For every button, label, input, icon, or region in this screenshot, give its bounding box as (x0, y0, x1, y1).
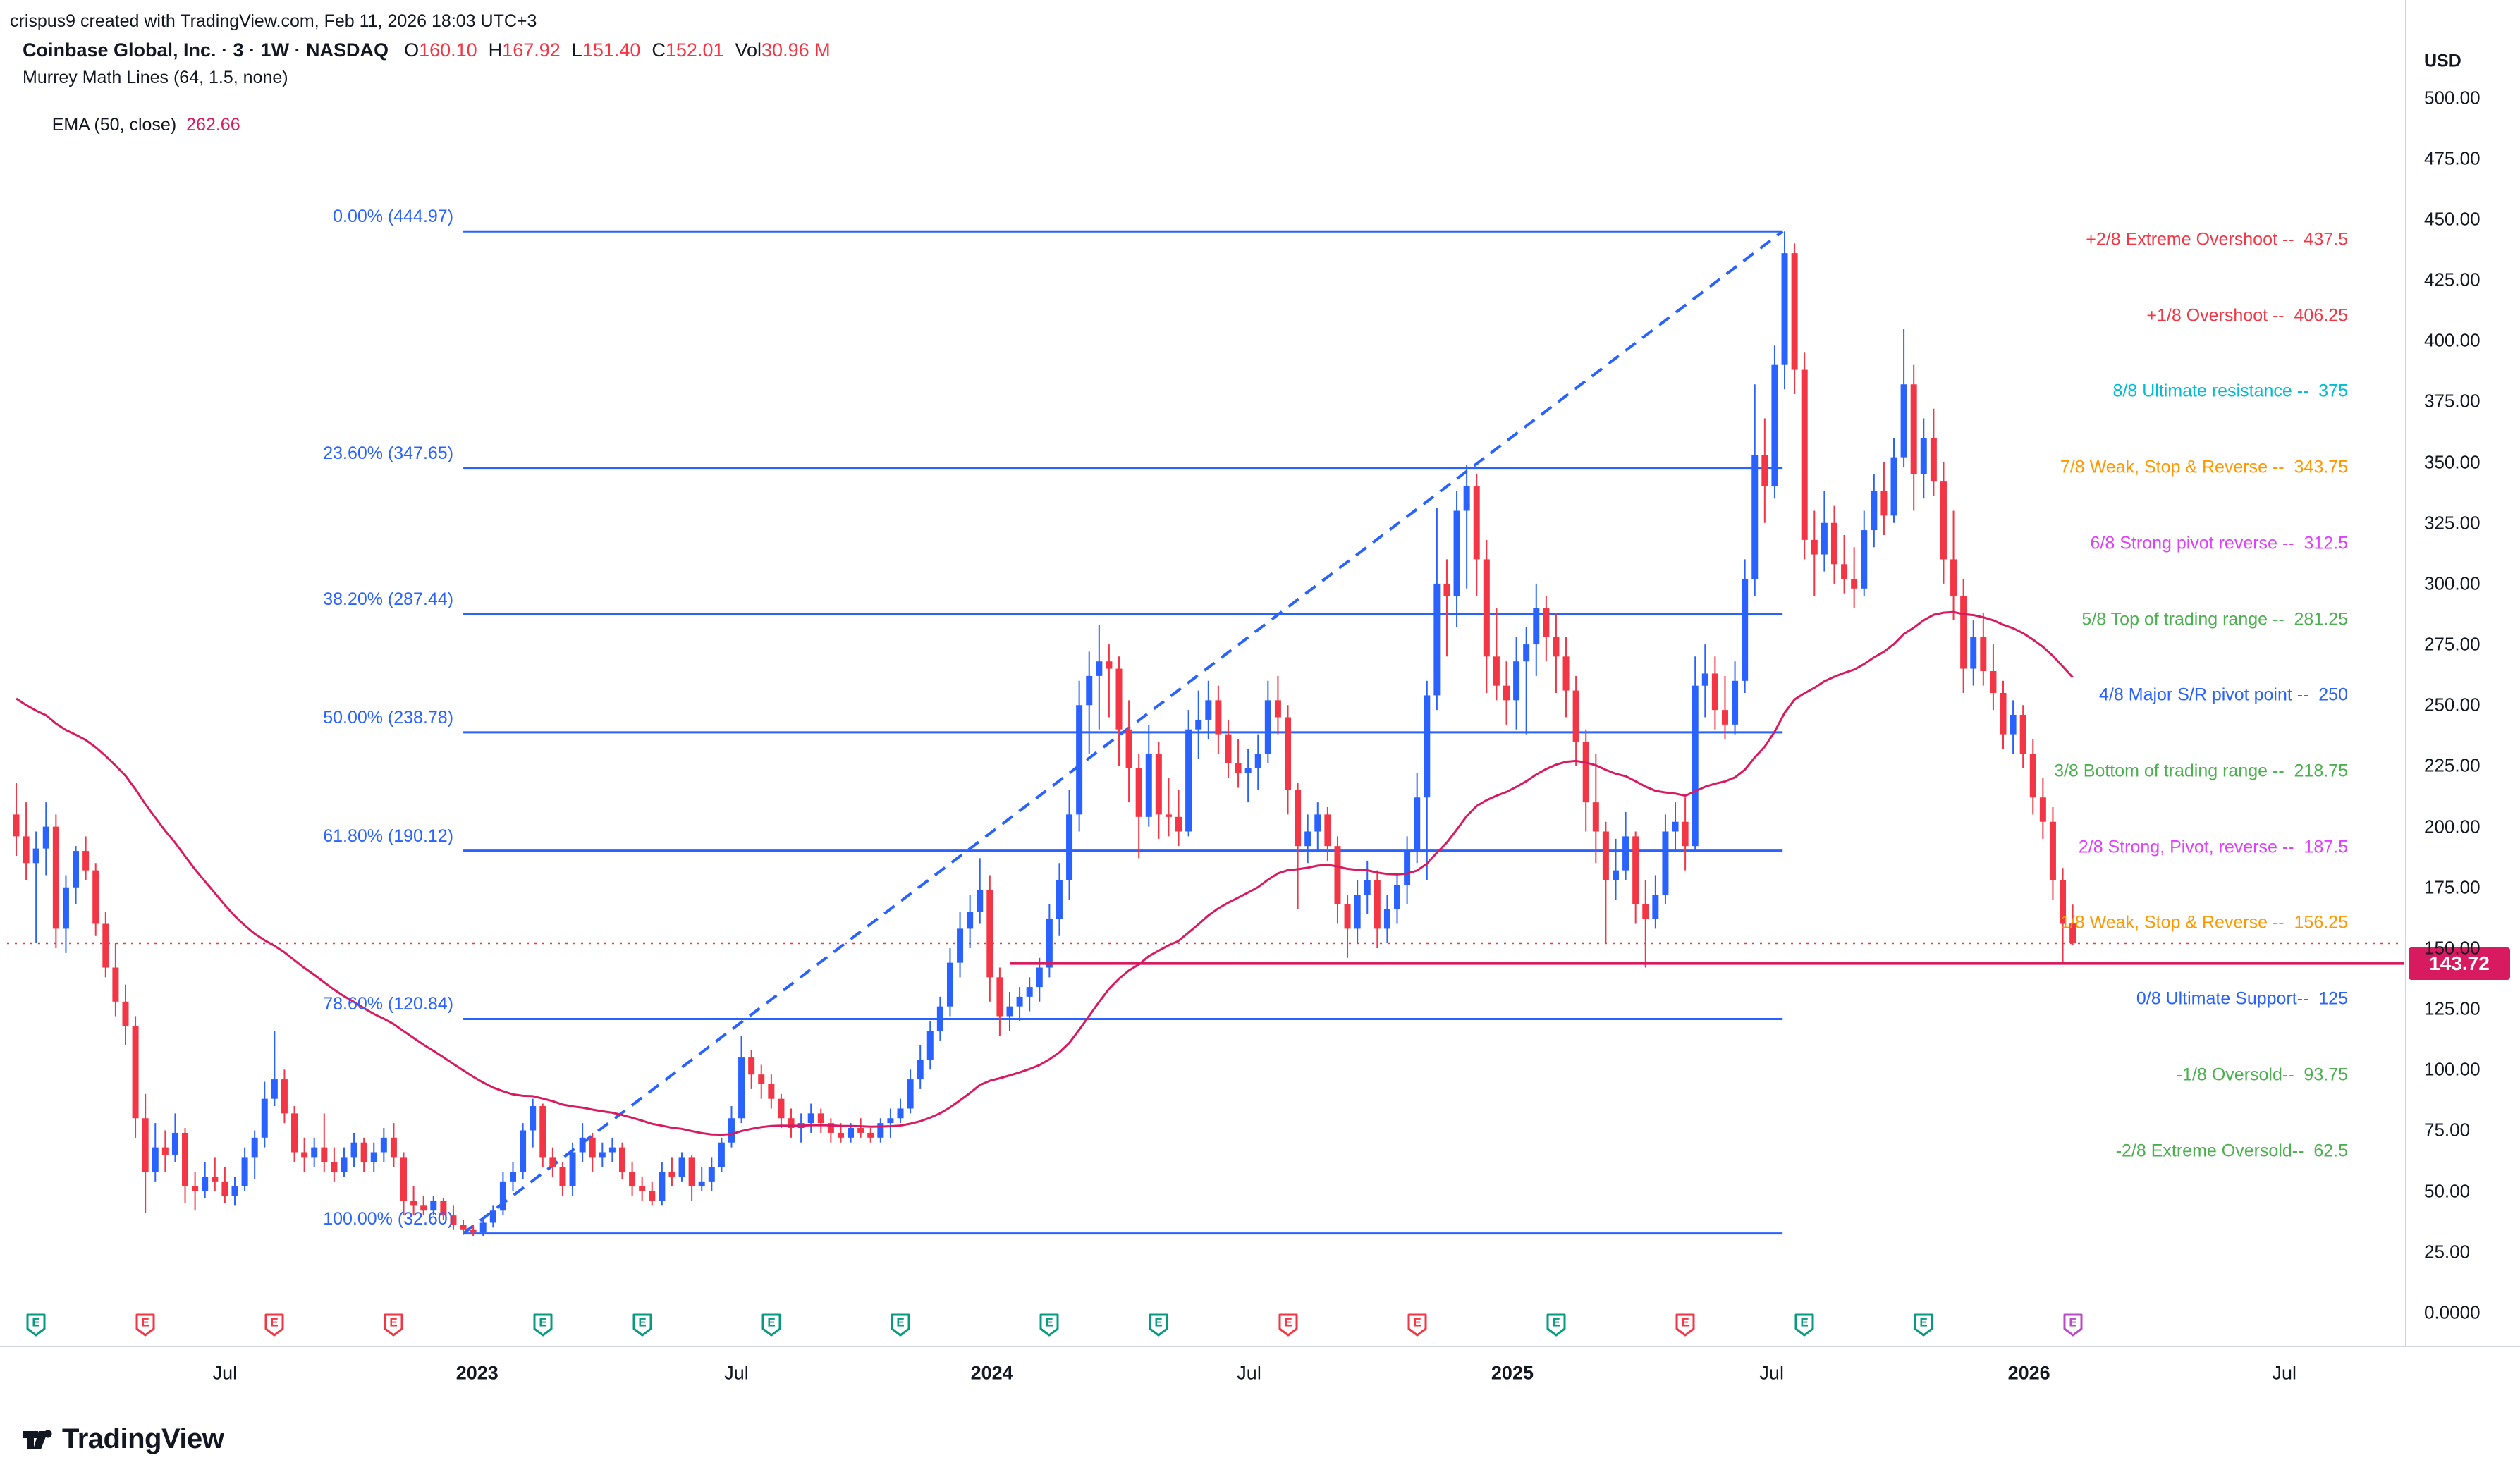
earnings-icon[interactable]: E (1039, 1313, 1060, 1337)
earnings-icon[interactable]: E (25, 1313, 47, 1337)
price-tick: 125.00 (2424, 998, 2481, 1019)
price-tick: 300.00 (2424, 572, 2481, 594)
svg-text:E: E (1801, 1316, 1809, 1330)
time-axis-label: 2023 (455, 1362, 499, 1384)
ema-value: 262.66 (186, 115, 240, 135)
svg-text:E: E (767, 1316, 775, 1330)
price-tick: 400.00 (2424, 329, 2481, 351)
currency-label: USD (2424, 51, 2461, 71)
ohlc-item: H167.92 (488, 39, 561, 61)
time-axis-label: Jul (1759, 1362, 1784, 1384)
fib-retracement-lines (463, 230, 1783, 1235)
price-line-badge[interactable]: 143.72 (2409, 947, 2510, 980)
earnings-icon[interactable]: E (383, 1313, 404, 1337)
svg-text:E: E (638, 1316, 646, 1330)
svg-text:E: E (1413, 1316, 1421, 1330)
footer-bar: TradingView (0, 1399, 2520, 1479)
ohlc-item: C152.01 (652, 39, 724, 61)
ema-line (16, 610, 2074, 1136)
price-tick: 50.00 (2424, 1180, 2471, 1202)
svg-text:E: E (2069, 1316, 2076, 1330)
price-tick: 350.00 (2424, 451, 2481, 473)
svg-text:E: E (1920, 1316, 1928, 1330)
time-axis[interactable]: Jul 2023 Jul 2024 Jul 2025 Jul 2026 Jul (0, 1346, 2520, 1399)
price-tick: 500.00 (2424, 87, 2481, 108)
ohlc-values: O160.10 H167.92 L151.40 C152.01 Vol30.96 M (404, 39, 842, 61)
ohlc-item: O160.10 (404, 39, 477, 61)
time-axis-label: Jul (1237, 1362, 1261, 1384)
price-tick: 325.00 (2424, 512, 2481, 534)
time-axis-label: Jul (2272, 1362, 2296, 1384)
price-tick: 75.00 (2424, 1119, 2471, 1141)
svg-text:E: E (390, 1316, 398, 1330)
ohlc-item: Vol30.96 M (735, 39, 831, 61)
time-axis-label: Jul (212, 1362, 238, 1384)
ema-label: EMA (50, close) (51, 115, 177, 135)
legend-symbol-row: Coinbase Global, Inc. · 3 · 1W · NASDAQ … (23, 39, 842, 61)
price-tick: 175.00 (2424, 876, 2481, 898)
earnings-icon[interactable]: E (1546, 1313, 1567, 1337)
time-axis-label: 2025 (1491, 1362, 1534, 1384)
svg-text:E: E (1681, 1316, 1689, 1330)
earnings-icon[interactable]: E (1278, 1313, 1299, 1337)
tradingview-wordmark[interactable]: TradingView (62, 1423, 224, 1454)
price-tick: 375.00 (2424, 390, 2481, 412)
price-axis[interactable]: USD 143.72 500.00 475.00 450.00 425.00 400.0… (2405, 0, 2520, 1346)
attribution-text: crispus9 created with TradingView.com, F… (10, 11, 537, 31)
price-tick: 25.00 (2424, 1241, 2471, 1263)
svg-text:E: E (271, 1316, 279, 1330)
earnings-icon[interactable]: E (761, 1313, 782, 1337)
svg-text:E: E (539, 1316, 546, 1330)
price-tick: 475.00 (2424, 147, 2481, 169)
indicator-murrey-math[interactable]: Murrey Math Lines (64, 1.5, none) (23, 68, 288, 87)
svg-text:E: E (1155, 1316, 1163, 1330)
price-tick: 425.00 (2424, 269, 2481, 290)
earnings-icon[interactable]: E (890, 1313, 911, 1337)
earnings-icon[interactable]: E (532, 1313, 553, 1337)
time-axis-label: 2026 (2007, 1362, 2050, 1384)
price-tick: 200.00 (2424, 816, 2481, 837)
earnings-icon[interactable]: E (1148, 1313, 1169, 1337)
chart-legend: Coinbase Global, Inc. · 3 · 1W · NASDAQ … (23, 39, 842, 156)
svg-text:E: E (896, 1316, 904, 1330)
price-tick: 450.00 (2424, 208, 2481, 230)
ohlc-item: L151.40 (571, 39, 641, 61)
price-tick: 100.00 (2424, 1058, 2481, 1080)
earnings-icon[interactable]: E (1794, 1313, 1815, 1337)
price-tick: 275.00 (2424, 633, 2481, 655)
svg-text:E: E (32, 1316, 40, 1330)
candles-layer (13, 231, 2076, 1236)
earnings-icon[interactable]: E (1913, 1313, 1934, 1337)
earnings-icon[interactable]: E (1675, 1313, 1696, 1337)
time-axis-label: Jul (724, 1362, 749, 1384)
price-tick: 225.00 (2424, 754, 2481, 776)
indicator-ema[interactable]: EMA (50, close) 262.66 (23, 94, 842, 156)
svg-text:E: E (1552, 1316, 1560, 1330)
svg-text:E: E (141, 1316, 149, 1330)
trendline-dashed (462, 230, 1784, 1235)
earnings-icon[interactable]: E (135, 1313, 156, 1337)
svg-text:E: E (1046, 1316, 1053, 1330)
price-tick: 250.00 (2424, 694, 2481, 716)
price-tick: 150.00 (2424, 937, 2481, 959)
earnings-icon[interactable]: E (1407, 1313, 1428, 1337)
symbol-title[interactable]: Coinbase Global, Inc. · 3 · 1W · NASDAQ (23, 39, 389, 61)
price-tick: 0.0000 (2424, 1301, 2481, 1323)
svg-text:E: E (1284, 1316, 1292, 1330)
earnings-icon[interactable]: E (632, 1313, 653, 1337)
earnings-icon[interactable]: E (2062, 1313, 2084, 1337)
earnings-icon[interactable]: E (264, 1313, 285, 1337)
time-axis-label: 2024 (970, 1362, 1013, 1384)
tradingview-logo-icon[interactable] (20, 1423, 52, 1456)
